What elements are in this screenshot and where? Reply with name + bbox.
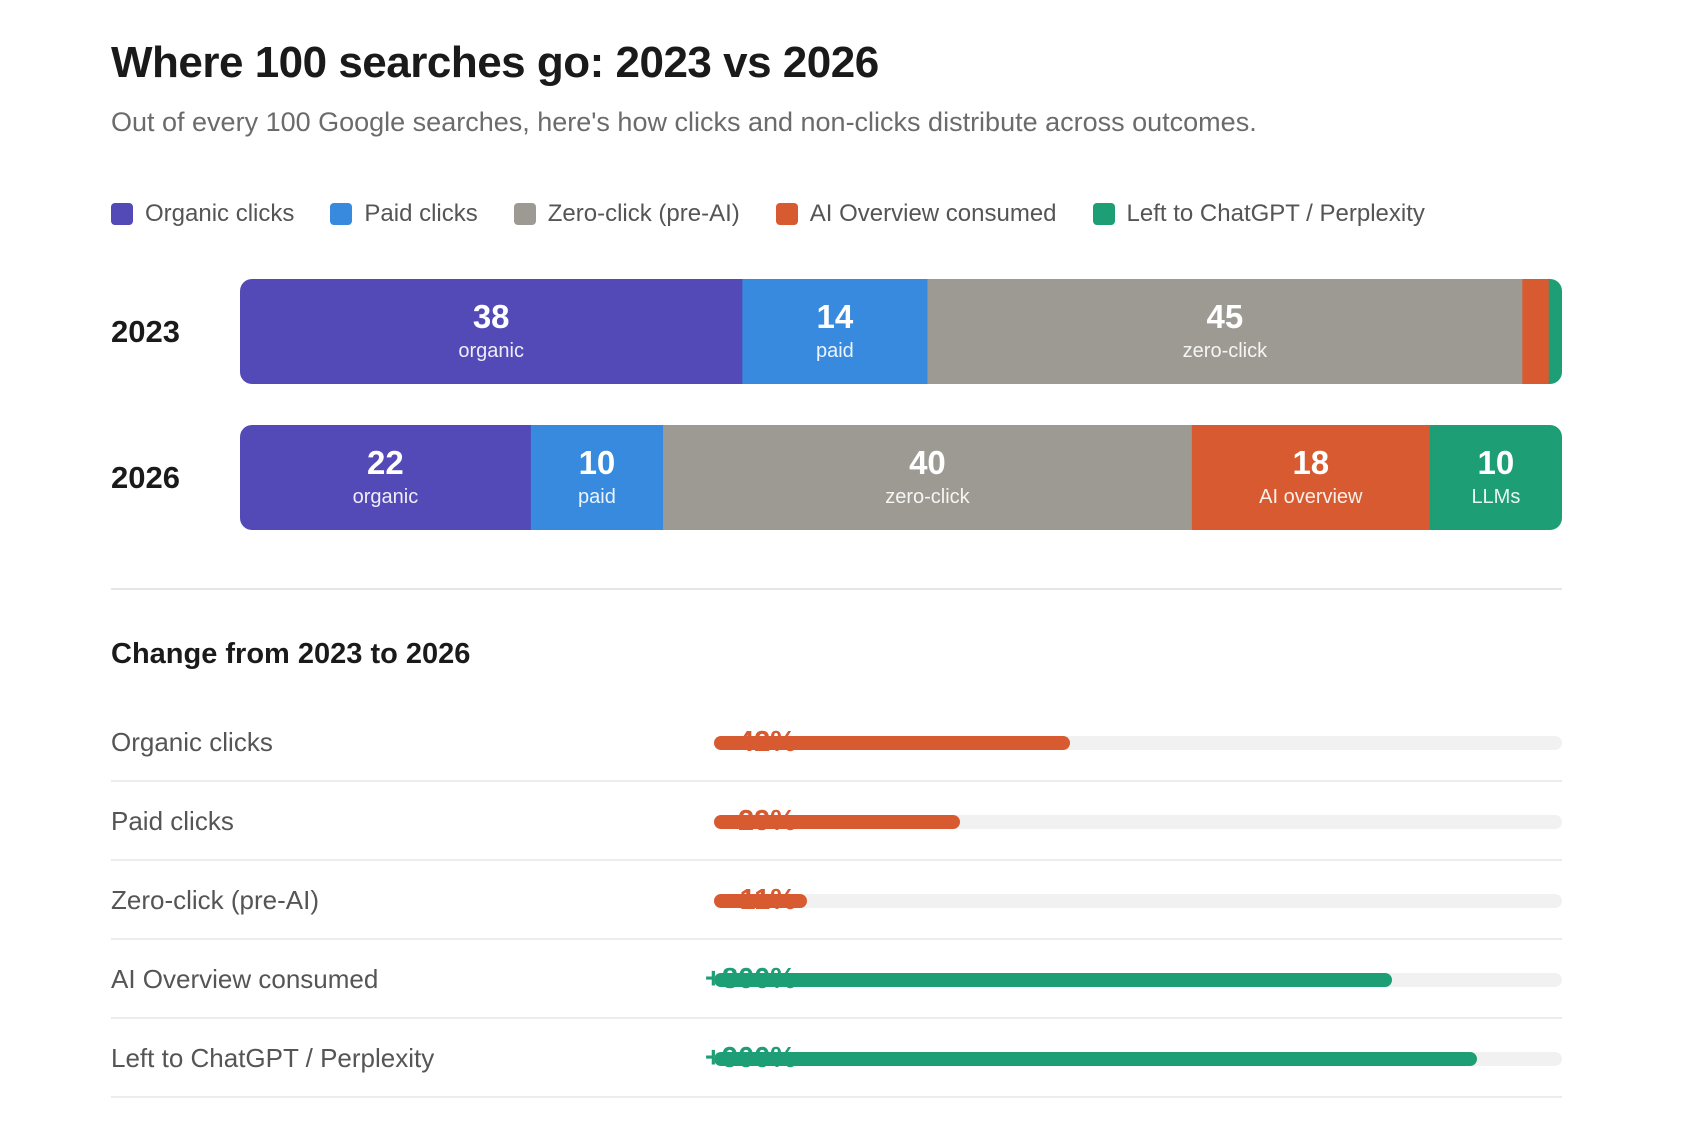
stacked-bar-2026: 22 organic 10 paid 40 zero-click 18 AI overview… bbox=[240, 425, 1562, 530]
bar-segment-paid bbox=[742, 279, 928, 384]
segment-value-label: 10 bbox=[1478, 444, 1515, 481]
bar-segment-organic bbox=[240, 279, 743, 384]
segment-value-label: 10 bbox=[579, 444, 616, 481]
change-bar-fill bbox=[714, 815, 960, 829]
legend-swatch bbox=[330, 203, 353, 225]
legend-swatch bbox=[513, 203, 536, 225]
segment-category-label: zero-click bbox=[1183, 340, 1268, 362]
change-bar-track bbox=[714, 1052, 1562, 1066]
legend-label: Left to ChatGPT / Perplexity bbox=[1126, 200, 1425, 227]
legend-item-organic: Organic clicks bbox=[111, 200, 294, 228]
bar-segment-zero-click bbox=[927, 279, 1523, 384]
legend-label: Zero-click (pre-AI) bbox=[547, 200, 740, 227]
bar-segment-llms bbox=[1548, 279, 1562, 384]
bar-segment-ai-overview bbox=[1522, 279, 1550, 384]
bar-segment-ai-overview bbox=[1191, 425, 1431, 530]
change-row-organic: Organic clicks -42% bbox=[111, 703, 1562, 782]
segment-category-label: LLMs bbox=[1471, 486, 1520, 508]
bar-segment-organic bbox=[240, 425, 532, 530]
segment-value-label: 22 bbox=[367, 444, 404, 481]
stacked-bar-row-2023: 2023 38 organic 14 paid 45 zero-click bbox=[111, 279, 1562, 384]
segment-value-label: 18 bbox=[1292, 444, 1329, 481]
segment-category-label: organic bbox=[353, 486, 419, 508]
change-label: Organic clicks bbox=[111, 727, 273, 757]
change-section-title: Change from 2023 to 2026 bbox=[111, 638, 471, 670]
legend-label: Paid clicks bbox=[364, 200, 478, 227]
bar-segment-paid bbox=[530, 425, 664, 530]
stacked-bar-2023: 38 organic 14 paid 45 zero-click bbox=[240, 279, 1562, 384]
legend-item-zero-click: Zero-click (pre-AI) bbox=[513, 200, 740, 228]
legend-label: AI Overview consumed bbox=[809, 200, 1057, 227]
segment-value-label: 40 bbox=[909, 444, 946, 481]
legend-swatch bbox=[111, 203, 133, 225]
segment-value-label: 45 bbox=[1207, 298, 1244, 335]
change-label: Left to ChatGPT / Perplexity bbox=[111, 1043, 435, 1073]
section-divider bbox=[111, 588, 1562, 590]
legend-item-paid: Paid clicks bbox=[330, 200, 478, 228]
legend: Organic clicks Paid clicks Zero-click (p… bbox=[111, 200, 1425, 228]
segment-category-label: zero-click bbox=[885, 486, 970, 508]
change-row-paid: Paid clicks -29% bbox=[111, 782, 1562, 861]
legend-swatch bbox=[1092, 203, 1115, 225]
legend-label: Organic clicks bbox=[145, 200, 295, 227]
change-label: AI Overview consumed bbox=[111, 964, 379, 994]
change-bar-track bbox=[714, 894, 1562, 908]
segment-category-label: paid bbox=[816, 340, 854, 362]
change-bar-track bbox=[714, 973, 1562, 987]
change-row-ai-overview: AI Overview consumed +800% bbox=[111, 940, 1562, 1019]
change-list: Organic clicks -42% Paid clicks -29% Zer… bbox=[111, 703, 1562, 1098]
change-bar-fill bbox=[714, 736, 1071, 750]
chart-subtitle: Out of every 100 Google searches, here's… bbox=[111, 107, 1257, 137]
legend-swatch bbox=[775, 203, 798, 225]
change-bar-fill bbox=[714, 894, 808, 908]
change-bar-track bbox=[714, 736, 1562, 750]
segment-category-label: AI overview bbox=[1259, 486, 1363, 508]
stacked-bar-row-2026: 2026 22 organic 10 paid 40 zero-click 18 AI ove… bbox=[111, 425, 1562, 530]
change-row-zero-click: Zero-click (pre-AI) -11% bbox=[111, 861, 1562, 940]
change-label: Paid clicks bbox=[111, 806, 234, 836]
segment-value-label: 14 bbox=[817, 298, 854, 335]
legend-item-ai-overview: AI Overview consumed bbox=[775, 200, 1057, 228]
change-label: Zero-click (pre-AI) bbox=[111, 885, 320, 915]
year-label: 2026 bbox=[111, 460, 180, 495]
chart-title: Where 100 searches go: 2023 vs 2026 bbox=[111, 38, 879, 87]
segment-category-label: organic bbox=[458, 340, 524, 362]
segment-value-label: 38 bbox=[473, 298, 510, 335]
legend-item-llms: Left to ChatGPT / Perplexity bbox=[1092, 200, 1425, 228]
change-bar-fill bbox=[714, 973, 1393, 987]
bar-segment-zero-click bbox=[663, 425, 1193, 530]
bar-segment-llms bbox=[1429, 425, 1562, 530]
change-row-llms: Left to ChatGPT / Perplexity +900% bbox=[111, 1019, 1562, 1098]
segment-category-label: paid bbox=[578, 486, 616, 508]
change-bar-fill bbox=[714, 1052, 1478, 1066]
year-label: 2023 bbox=[111, 314, 180, 349]
change-bar-track bbox=[714, 815, 1562, 829]
